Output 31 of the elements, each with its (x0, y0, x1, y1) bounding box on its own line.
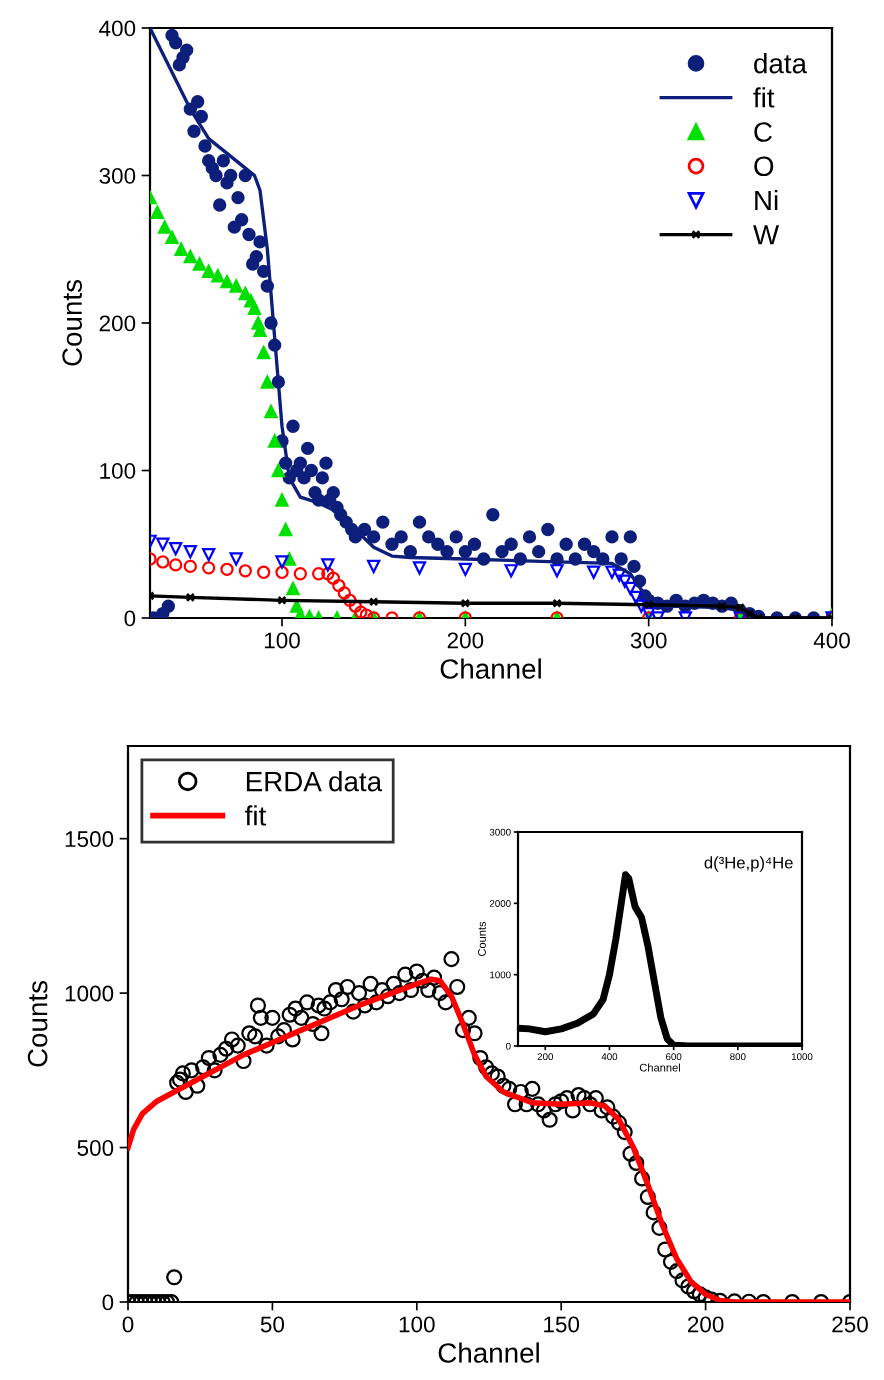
x-tick-label: 50 (260, 1316, 285, 1333)
x-tick-label: 200 (687, 1316, 724, 1333)
y-tick-label: 100 (100, 462, 136, 479)
x-tick-label: 100 (399, 1316, 435, 1333)
legend-label: Ni (755, 189, 778, 211)
y-tick-label: 1000 (65, 985, 114, 1002)
y-tick-label: 0 (124, 610, 136, 627)
y-tick-label: 1500 (65, 831, 114, 848)
legend-label: C (754, 122, 772, 142)
x-tick-label: 150 (544, 1316, 580, 1333)
legend-label: data (754, 53, 807, 74)
legend-label: O (754, 156, 774, 177)
legend-label: ERDA data (246, 771, 383, 792)
y-axis-title: Counts (27, 980, 48, 1067)
annotation: d(³He,p)⁴He (704, 856, 793, 872)
x-tick-label: 300 (630, 632, 667, 649)
x-axis-title: Channel (440, 658, 541, 679)
y-tick-label: 0 (102, 1294, 114, 1311)
legend-label: fit (245, 805, 267, 826)
x-tick-label: 100 (264, 632, 300, 649)
x-tick-label: 400 (813, 632, 850, 649)
legend-label: fit (753, 87, 775, 108)
legend-label: W (753, 225, 780, 245)
y-tick-label: 500 (77, 1140, 114, 1156)
x-tick-label: 250 (832, 1316, 868, 1333)
y-tick-label: 200 (99, 315, 136, 332)
y-tick-label: 300 (99, 167, 136, 184)
y-axis-title: Counts (62, 279, 82, 366)
x-axis-title: Channel (438, 1342, 539, 1363)
y-tick-label: 400 (99, 20, 136, 37)
x-tick-label: 200 (447, 632, 484, 649)
